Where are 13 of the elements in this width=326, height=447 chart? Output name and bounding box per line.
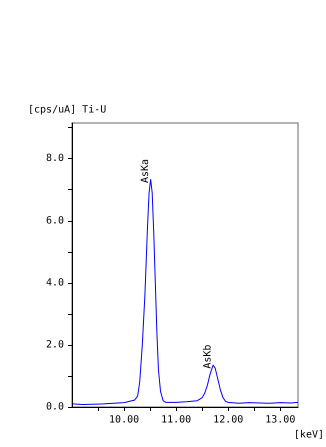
x-tick-label: 12.00 <box>213 414 244 426</box>
y-tick-label: 4.0 <box>46 277 64 288</box>
annotation: AsKa <box>140 158 152 184</box>
y-axis-title: [cps/uA] Ti-U <box>28 104 106 116</box>
y-tick-label: 8.0 <box>46 153 64 164</box>
y-tick-label: 0.0 <box>46 402 64 412</box>
x-axis-title: [keV] <box>294 430 324 440</box>
y-tick-label: 2.0 <box>46 339 64 350</box>
x-tick-label: 10.00 <box>109 414 140 426</box>
y-tick-label: 6.0 <box>46 215 64 226</box>
x-tick-label: 13.00 <box>265 414 296 426</box>
x-tick-label: 11.00 <box>161 414 192 426</box>
annotation: AsKb <box>202 344 214 369</box>
